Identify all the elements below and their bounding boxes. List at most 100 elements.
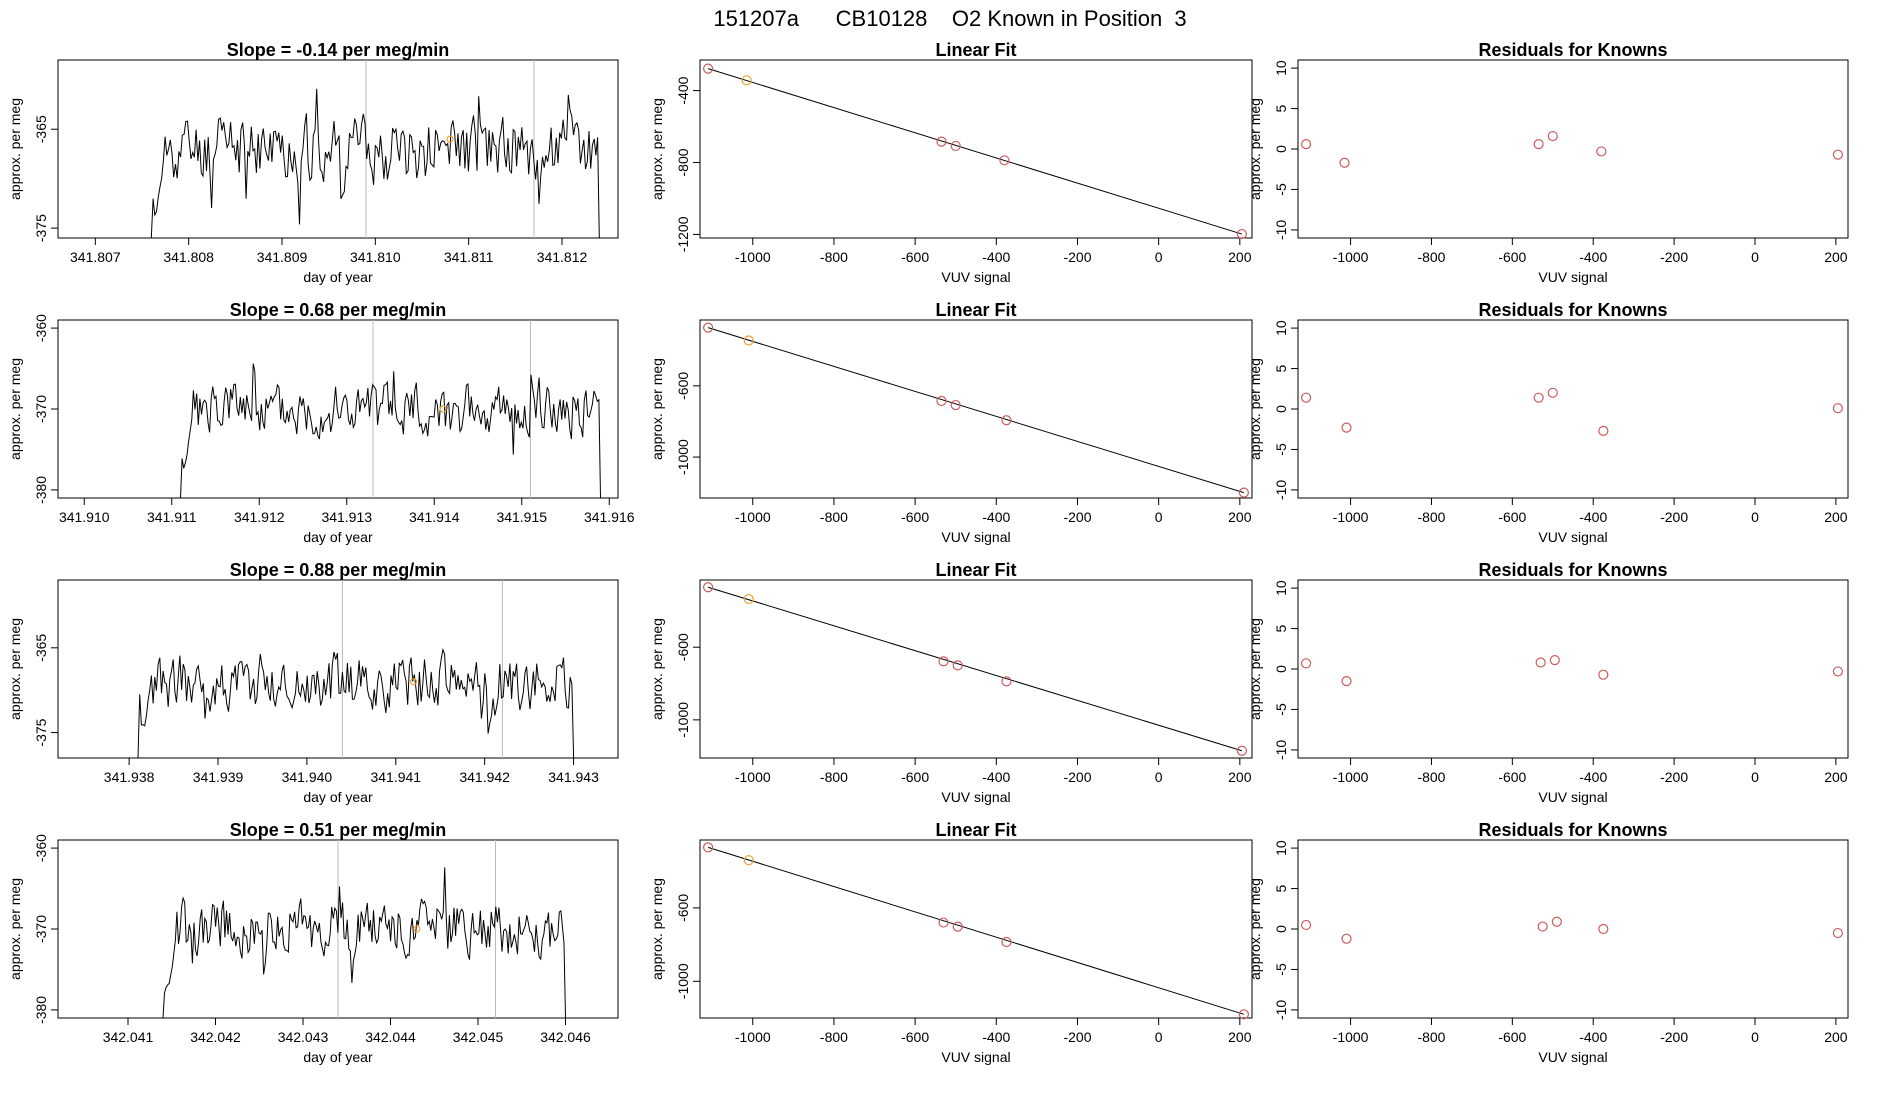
data-point [1832,927,1843,939]
x-tick-label: -1000 [1333,249,1369,265]
x-tick-label: -200 [1660,1029,1688,1045]
data-point [950,140,961,152]
x-tick-label: 341.940 [282,769,333,785]
panel-timeseries-4: Slope = 0.51 per meg/min 342.041 342.042 34… [7,820,619,1065]
x-tick-label: 0 [1155,769,1163,785]
panel-title: Residuals for Knowns [1478,300,1667,320]
x-tick-label: -600 [901,1029,929,1045]
x-axis-label: VUV signal [1538,789,1607,805]
x-tick-label: -600 [1498,769,1526,785]
data-point [1236,745,1247,756]
data-point [938,656,949,667]
plot-frame [57,59,619,239]
x-tick-label: -1000 [1333,509,1369,525]
panel-residuals-1: Residuals for Knowns-1000 -800 -600 -400 -20… [1247,40,1849,285]
x-tick-label: -400 [982,509,1010,525]
data-point [1238,1009,1249,1020]
panel-title: Linear Fit [935,820,1016,840]
y-tick-label: 10 [1273,580,1289,596]
x-tick-label: -200 [1660,509,1688,525]
x-tick-label: -600 [901,769,929,785]
data-point [1236,228,1247,240]
data-point [1549,654,1560,666]
signal-trace [180,363,601,499]
data-point [1001,936,1012,948]
y-tick-label: -800 [675,148,691,176]
y-tick-label: -10 [1273,220,1289,240]
y-axis-label: approx. per meg [649,98,665,200]
y-tick-label: -1000 [675,702,691,738]
x-tick-label: -600 [1498,249,1526,265]
y-tick-label: -370 [33,395,49,423]
x-tick-label: -1000 [1333,1029,1369,1045]
y-tick-label: -600 [675,894,691,922]
y-tick-label: -1000 [675,963,691,999]
mean-marker [413,925,421,933]
x-tick-label: 200 [1824,249,1848,265]
data-point [703,582,714,593]
y-axis-label: approx. per meg [1247,878,1263,980]
y-tick-label: 10 [1273,320,1289,336]
y-tick-label: 0 [1273,405,1289,413]
y-axis-label: approx. per meg [1247,358,1263,460]
x-tick-label: 342.043 [278,1029,329,1045]
y-tick-label: -375 [33,214,49,242]
x-axis-label: VUV signal [941,789,1010,805]
y-tick-label: 0 [1273,925,1289,933]
panel-residuals-4: Residuals for Knowns-1000 -800 -600 -400 -20… [1247,820,1849,1065]
signal-trace [162,867,566,1019]
y-tick-label: 10 [1273,840,1289,856]
panel-title: Residuals for Knowns [1478,40,1667,60]
x-tick-label: -800 [820,509,848,525]
x-tick-label: 341.915 [496,509,547,525]
data-point [1551,916,1562,927]
x-tick-label: -400 [982,1029,1010,1045]
x-tick-label: 200 [1824,769,1848,785]
x-tick-label: 341.938 [104,769,155,785]
data-point [1596,146,1607,157]
x-tick-label: 341.810 [350,249,401,265]
x-tick-label: -400 [1579,509,1607,525]
data-point [1341,676,1352,687]
data-point [1598,669,1609,680]
data-point [952,921,963,932]
y-tick-label: 0 [1273,145,1289,153]
mean-marker [439,405,447,413]
x-tick-label: 341.914 [409,509,460,525]
data-point [952,660,963,671]
x-tick-label: 0 [1751,769,1759,785]
y-tick-label: -360 [33,314,49,342]
panel-title: Slope = -0.14 per meg/min [227,40,450,60]
panel-title: Linear Fit [935,300,1016,320]
data-point [1537,921,1548,932]
data-point [741,75,752,86]
fit-line [707,586,1242,752]
x-tick-label: 342.046 [540,1029,591,1045]
data-point [1001,415,1012,426]
x-tick-label: 200 [1228,1029,1252,1045]
x-tick-label: -200 [1063,769,1091,785]
data-point [938,917,949,928]
data-point [743,593,754,605]
data-point [1001,676,1012,687]
panel-title: Linear Fit [935,560,1016,580]
x-tick-label: 200 [1824,509,1848,525]
data-point [1547,130,1558,142]
x-tick-label: 341.809 [257,249,308,265]
x-axis-label: day of year [303,789,373,805]
y-tick-label: 10 [1273,60,1289,76]
y-axis-label: approx. per meg [7,618,23,720]
x-tick-label: -800 [1417,249,1445,265]
x-tick-label: -400 [982,249,1010,265]
x-axis-label: VUV signal [1538,269,1607,285]
y-tick-label: -370 [33,915,49,943]
x-tick-label: -200 [1660,769,1688,785]
data-point [1533,392,1544,403]
data-point [1535,657,1546,668]
signal-trace [137,647,575,759]
y-axis-label: approx. per meg [7,358,23,460]
data-point [1300,139,1312,150]
x-tick-label: -400 [1579,1029,1607,1045]
data-point [743,335,754,346]
data-point [936,395,947,407]
